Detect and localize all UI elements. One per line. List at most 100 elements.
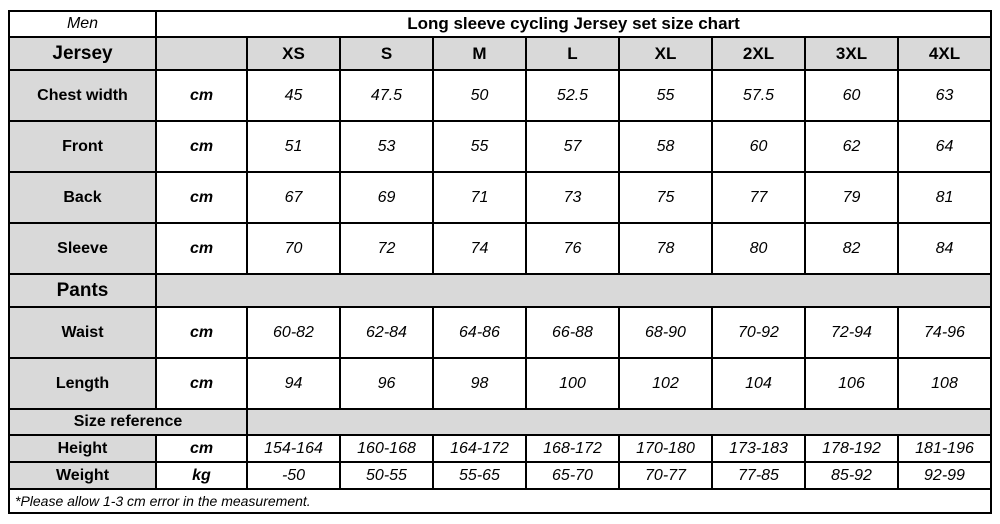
value-cell: 55 bbox=[432, 120, 527, 173]
value-cell: 178-192 bbox=[804, 434, 899, 463]
size-header-3xl: 3XL bbox=[804, 36, 899, 71]
jersey-size-header-row: Jersey XS S M L XL 2XL 3XL 4XL bbox=[8, 36, 992, 71]
section-label-jersey: Jersey bbox=[8, 36, 157, 71]
value-cell: 55-65 bbox=[432, 461, 527, 490]
row-label-front: Front bbox=[8, 120, 157, 173]
value-cell: 108 bbox=[897, 357, 992, 410]
value-cell: 62 bbox=[804, 120, 899, 173]
table-row-front: Front cm 51 53 55 57 58 60 62 64 bbox=[8, 120, 992, 173]
value-cell: 65-70 bbox=[525, 461, 620, 490]
value-cell: 160-168 bbox=[339, 434, 434, 463]
size-header-l: L bbox=[525, 36, 620, 71]
value-cell: 74 bbox=[432, 222, 527, 275]
table-row-height: Height cm 154-164 160-168 164-172 168-17… bbox=[8, 434, 992, 463]
value-cell: 81 bbox=[897, 171, 992, 224]
value-cell: 57 bbox=[525, 120, 620, 173]
value-cell: 52.5 bbox=[525, 69, 620, 122]
empty-unit-header-cell bbox=[155, 36, 248, 71]
size-reference-section-row: Size reference bbox=[8, 408, 992, 436]
value-cell: 104 bbox=[711, 357, 806, 410]
value-cell: 154-164 bbox=[246, 434, 341, 463]
row-label-length: Length bbox=[8, 357, 157, 410]
value-cell: 50 bbox=[432, 69, 527, 122]
size-header-xs: XS bbox=[246, 36, 341, 71]
value-cell: 75 bbox=[618, 171, 713, 224]
value-cell: 84 bbox=[897, 222, 992, 275]
unit-cell: cm bbox=[155, 171, 248, 224]
value-cell: 78 bbox=[618, 222, 713, 275]
value-cell: 69 bbox=[339, 171, 434, 224]
value-cell: 181-196 bbox=[897, 434, 992, 463]
value-cell: 168-172 bbox=[525, 434, 620, 463]
row-label-waist: Waist bbox=[8, 306, 157, 359]
row-label-chest-width: Chest width bbox=[8, 69, 157, 122]
value-cell: 57.5 bbox=[711, 69, 806, 122]
row-label-back: Back bbox=[8, 171, 157, 224]
value-cell: -50 bbox=[246, 461, 341, 490]
value-cell: 64 bbox=[897, 120, 992, 173]
value-cell: 71 bbox=[432, 171, 527, 224]
table-row-length: Length cm 94 96 98 100 102 104 106 108 bbox=[8, 357, 992, 410]
pants-section-spacer bbox=[155, 273, 992, 308]
value-cell: 60 bbox=[804, 69, 899, 122]
value-cell: 60-82 bbox=[246, 306, 341, 359]
value-cell: 102 bbox=[618, 357, 713, 410]
value-cell: 51 bbox=[246, 120, 341, 173]
value-cell: 100 bbox=[525, 357, 620, 410]
value-cell: 76 bbox=[525, 222, 620, 275]
size-header-4xl: 4XL bbox=[897, 36, 992, 71]
value-cell: 173-183 bbox=[711, 434, 806, 463]
value-cell: 98 bbox=[432, 357, 527, 410]
value-cell: 53 bbox=[339, 120, 434, 173]
size-header-2xl: 2XL bbox=[711, 36, 806, 71]
value-cell: 50-55 bbox=[339, 461, 434, 490]
value-cell: 47.5 bbox=[339, 69, 434, 122]
unit-cell: cm bbox=[155, 120, 248, 173]
value-cell: 62-84 bbox=[339, 306, 434, 359]
section-label-size-reference: Size reference bbox=[8, 408, 248, 436]
unit-cell: cm bbox=[155, 434, 248, 463]
value-cell: 77-85 bbox=[711, 461, 806, 490]
value-cell: 94 bbox=[246, 357, 341, 410]
row-label-sleeve: Sleeve bbox=[8, 222, 157, 275]
size-reference-spacer bbox=[246, 408, 992, 436]
value-cell: 74-96 bbox=[897, 306, 992, 359]
value-cell: 92-99 bbox=[897, 461, 992, 490]
value-cell: 66-88 bbox=[525, 306, 620, 359]
value-cell: 72-94 bbox=[804, 306, 899, 359]
header-row: Men Long sleeve cycling Jersey set size … bbox=[8, 10, 992, 38]
value-cell: 60 bbox=[711, 120, 806, 173]
table-row-waist: Waist cm 60-82 62-84 64-86 66-88 68-90 7… bbox=[8, 306, 992, 359]
value-cell: 58 bbox=[618, 120, 713, 173]
unit-cell: cm bbox=[155, 222, 248, 275]
table-row-weight: Weight kg -50 50-55 55-65 65-70 70-77 77… bbox=[8, 461, 992, 490]
unit-cell: kg bbox=[155, 461, 248, 490]
value-cell: 70 bbox=[246, 222, 341, 275]
section-label-pants: Pants bbox=[8, 273, 157, 308]
value-cell: 170-180 bbox=[618, 434, 713, 463]
value-cell: 77 bbox=[711, 171, 806, 224]
size-chart-table: Men Long sleeve cycling Jersey set size … bbox=[8, 10, 992, 514]
footnote-text: *Please allow 1-3 cm error in the measur… bbox=[8, 488, 992, 514]
size-header-m: M bbox=[432, 36, 527, 71]
size-header-s: S bbox=[339, 36, 434, 71]
value-cell: 63 bbox=[897, 69, 992, 122]
unit-cell: cm bbox=[155, 306, 248, 359]
value-cell: 64-86 bbox=[432, 306, 527, 359]
value-cell: 82 bbox=[804, 222, 899, 275]
table-row-back: Back cm 67 69 71 73 75 77 79 81 bbox=[8, 171, 992, 224]
value-cell: 70-77 bbox=[618, 461, 713, 490]
pants-section-row: Pants bbox=[8, 273, 992, 308]
row-label-height: Height bbox=[8, 434, 157, 463]
value-cell: 55 bbox=[618, 69, 713, 122]
value-cell: 45 bbox=[246, 69, 341, 122]
row-label-weight: Weight bbox=[8, 461, 157, 490]
value-cell: 68-90 bbox=[618, 306, 713, 359]
value-cell: 67 bbox=[246, 171, 341, 224]
table-row-sleeve: Sleeve cm 70 72 74 76 78 80 82 84 bbox=[8, 222, 992, 275]
value-cell: 106 bbox=[804, 357, 899, 410]
size-header-xl: XL bbox=[618, 36, 713, 71]
unit-cell: cm bbox=[155, 69, 248, 122]
value-cell: 85-92 bbox=[804, 461, 899, 490]
